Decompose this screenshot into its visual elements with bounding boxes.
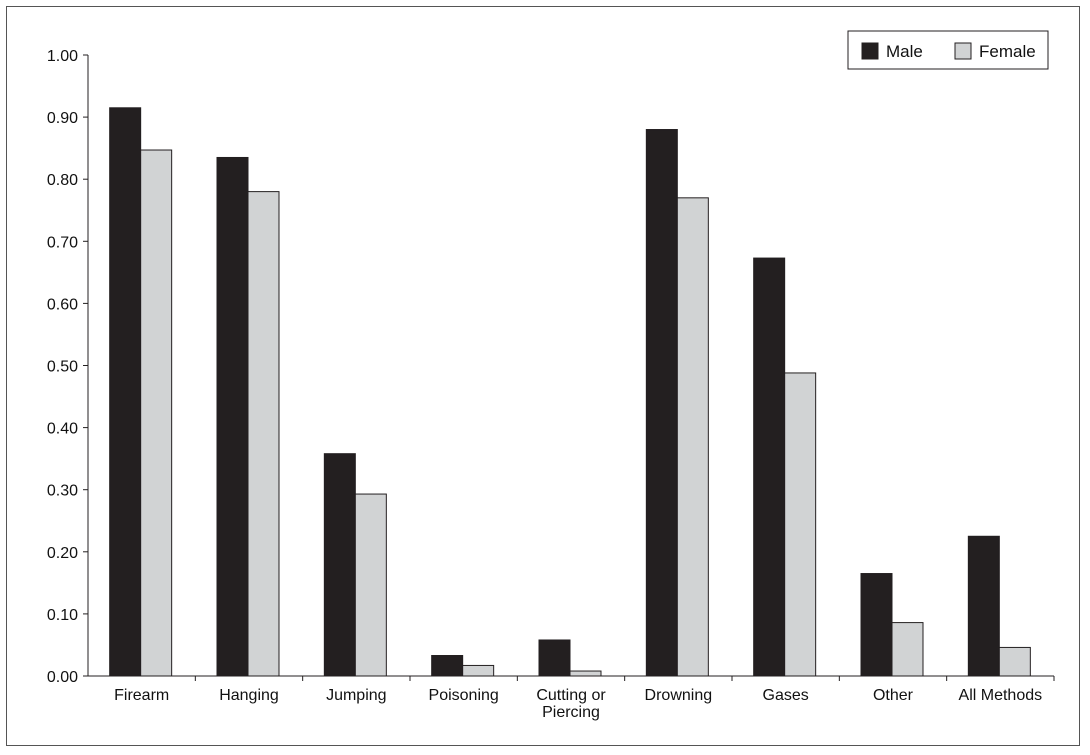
legend-label-female: Female — [979, 42, 1036, 61]
bar-female-hanging — [247, 191, 280, 677]
x-tick-label: Jumping — [326, 687, 386, 704]
x-tick-label: Cutting or — [536, 687, 606, 704]
y-tick-label: 0.40 — [47, 421, 78, 438]
y-tick-label: 0.20 — [47, 545, 78, 562]
legend-swatch-female — [954, 42, 972, 60]
x-tick-label: Other — [873, 687, 914, 704]
y-tick-label: 0.80 — [47, 172, 78, 189]
y-tick-label: 0.00 — [47, 669, 78, 686]
x-tick-label: Firearm — [114, 687, 169, 704]
x-tick-label: Poisoning — [429, 687, 499, 704]
bar-female-firearm — [140, 149, 173, 677]
y-tick-label: 0.70 — [47, 234, 78, 251]
x-tick-label: Hanging — [219, 687, 279, 704]
bar-male-cutting-or-piercing — [538, 639, 571, 677]
y-tick-label: 0.10 — [47, 607, 78, 624]
bar-female-gases — [784, 372, 817, 677]
bar-female-other — [891, 622, 924, 677]
y-tick-label: 1.00 — [47, 48, 78, 65]
bar-male-other — [860, 573, 893, 677]
bar-female-poisoning — [462, 664, 495, 677]
y-tick-label: 0.90 — [47, 110, 78, 127]
bar-female-all-methods — [998, 646, 1031, 677]
y-tick-label: 0.60 — [47, 296, 78, 313]
bar-female-jumping — [354, 493, 387, 677]
bar-male-jumping — [323, 453, 356, 677]
bar-female-cutting-or-piercing — [569, 670, 602, 677]
x-tick-label: All Methods — [959, 687, 1043, 704]
bar-male-firearm — [109, 107, 142, 677]
x-tick-label: Piercing — [542, 704, 600, 721]
x-tick-label: Gases — [763, 687, 809, 704]
bar-male-poisoning — [431, 655, 464, 677]
bar-male-all-methods — [967, 535, 1000, 677]
bar-male-gases — [753, 257, 786, 677]
x-tick-label: Drowning — [645, 687, 713, 704]
legend-box — [847, 30, 1049, 70]
bar-male-drowning — [645, 129, 678, 677]
y-tick-label: 0.30 — [47, 483, 78, 500]
legend-label-male: Male — [886, 42, 923, 61]
y-tick-label: 0.50 — [47, 359, 78, 376]
bar-female-drowning — [676, 197, 709, 677]
legend-swatch-male — [861, 42, 879, 60]
bar-male-hanging — [216, 156, 249, 677]
